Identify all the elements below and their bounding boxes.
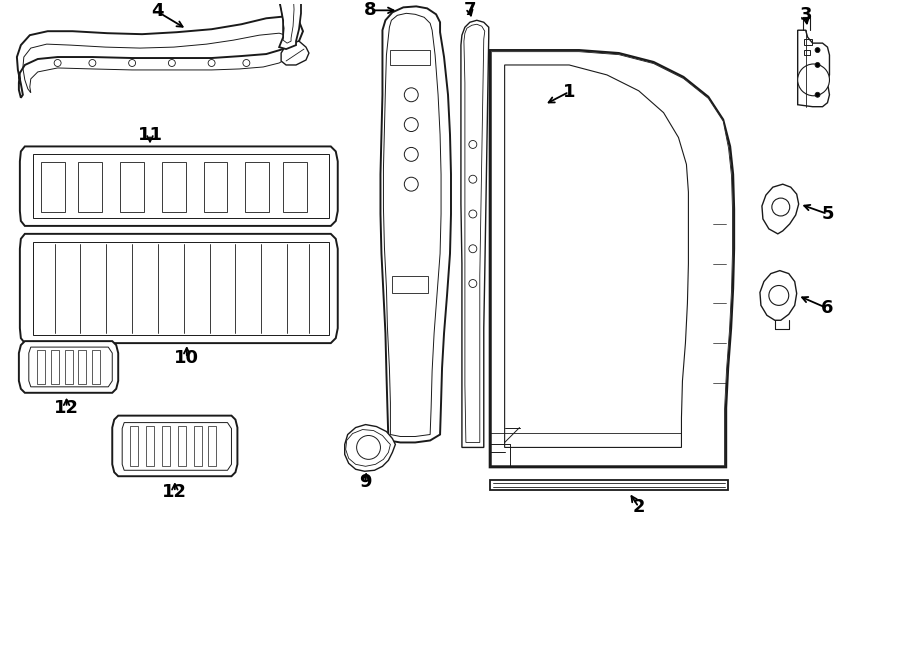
Bar (50, 350, 58, 384)
Polygon shape (345, 424, 395, 471)
Polygon shape (281, 41, 309, 65)
Bar (121, 163, 144, 212)
Text: 10: 10 (175, 349, 199, 367)
Bar (162, 163, 185, 212)
Polygon shape (112, 416, 238, 476)
Circle shape (469, 280, 477, 288)
Bar (804, 50, 810, 55)
Circle shape (243, 59, 250, 67)
Polygon shape (491, 52, 733, 466)
Circle shape (469, 210, 477, 218)
Polygon shape (17, 17, 303, 98)
Polygon shape (490, 50, 734, 467)
Polygon shape (269, 0, 301, 49)
Bar (37, 350, 45, 384)
Text: 2: 2 (633, 498, 645, 516)
Text: 4: 4 (150, 3, 163, 20)
Bar (194, 426, 202, 466)
Circle shape (404, 177, 419, 191)
Bar (130, 426, 138, 466)
Text: 6: 6 (821, 299, 833, 317)
Text: 3: 3 (799, 7, 812, 24)
Polygon shape (762, 184, 798, 234)
Circle shape (356, 436, 381, 459)
Bar (391, 50, 430, 65)
Bar (284, 163, 307, 212)
Bar (78, 350, 86, 384)
Bar (392, 276, 428, 293)
Text: 1: 1 (563, 83, 575, 100)
Polygon shape (19, 341, 118, 393)
Text: 7: 7 (464, 1, 476, 19)
Bar (93, 350, 100, 384)
Text: 5: 5 (821, 205, 833, 223)
Polygon shape (20, 147, 338, 226)
Circle shape (404, 147, 419, 161)
Circle shape (772, 198, 789, 216)
Bar (178, 426, 185, 466)
Circle shape (815, 93, 820, 97)
Polygon shape (20, 234, 338, 343)
Circle shape (168, 59, 176, 67)
Polygon shape (797, 30, 830, 106)
Polygon shape (490, 480, 728, 490)
Circle shape (208, 59, 215, 67)
Circle shape (89, 59, 96, 67)
Bar (208, 426, 216, 466)
Bar (804, 39, 812, 45)
Bar (65, 350, 73, 384)
Text: 11: 11 (138, 126, 163, 143)
Polygon shape (381, 7, 451, 442)
Text: 12: 12 (162, 483, 187, 501)
Text: 8: 8 (364, 1, 377, 19)
Polygon shape (461, 20, 489, 447)
Polygon shape (760, 270, 796, 321)
Text: 9: 9 (359, 473, 372, 491)
Text: 12: 12 (54, 399, 79, 416)
Circle shape (469, 141, 477, 149)
Bar (246, 163, 269, 212)
Circle shape (404, 118, 419, 132)
Bar (78, 163, 103, 212)
Circle shape (469, 245, 477, 253)
Circle shape (815, 63, 820, 67)
Circle shape (815, 48, 820, 53)
Circle shape (54, 59, 61, 67)
Circle shape (797, 64, 830, 96)
Bar (40, 163, 65, 212)
Circle shape (469, 175, 477, 183)
Bar (203, 163, 228, 212)
Bar (162, 426, 170, 466)
Polygon shape (491, 51, 734, 467)
Bar (146, 426, 154, 466)
Polygon shape (505, 65, 688, 447)
Circle shape (129, 59, 136, 67)
Circle shape (404, 88, 419, 102)
Circle shape (769, 286, 788, 305)
